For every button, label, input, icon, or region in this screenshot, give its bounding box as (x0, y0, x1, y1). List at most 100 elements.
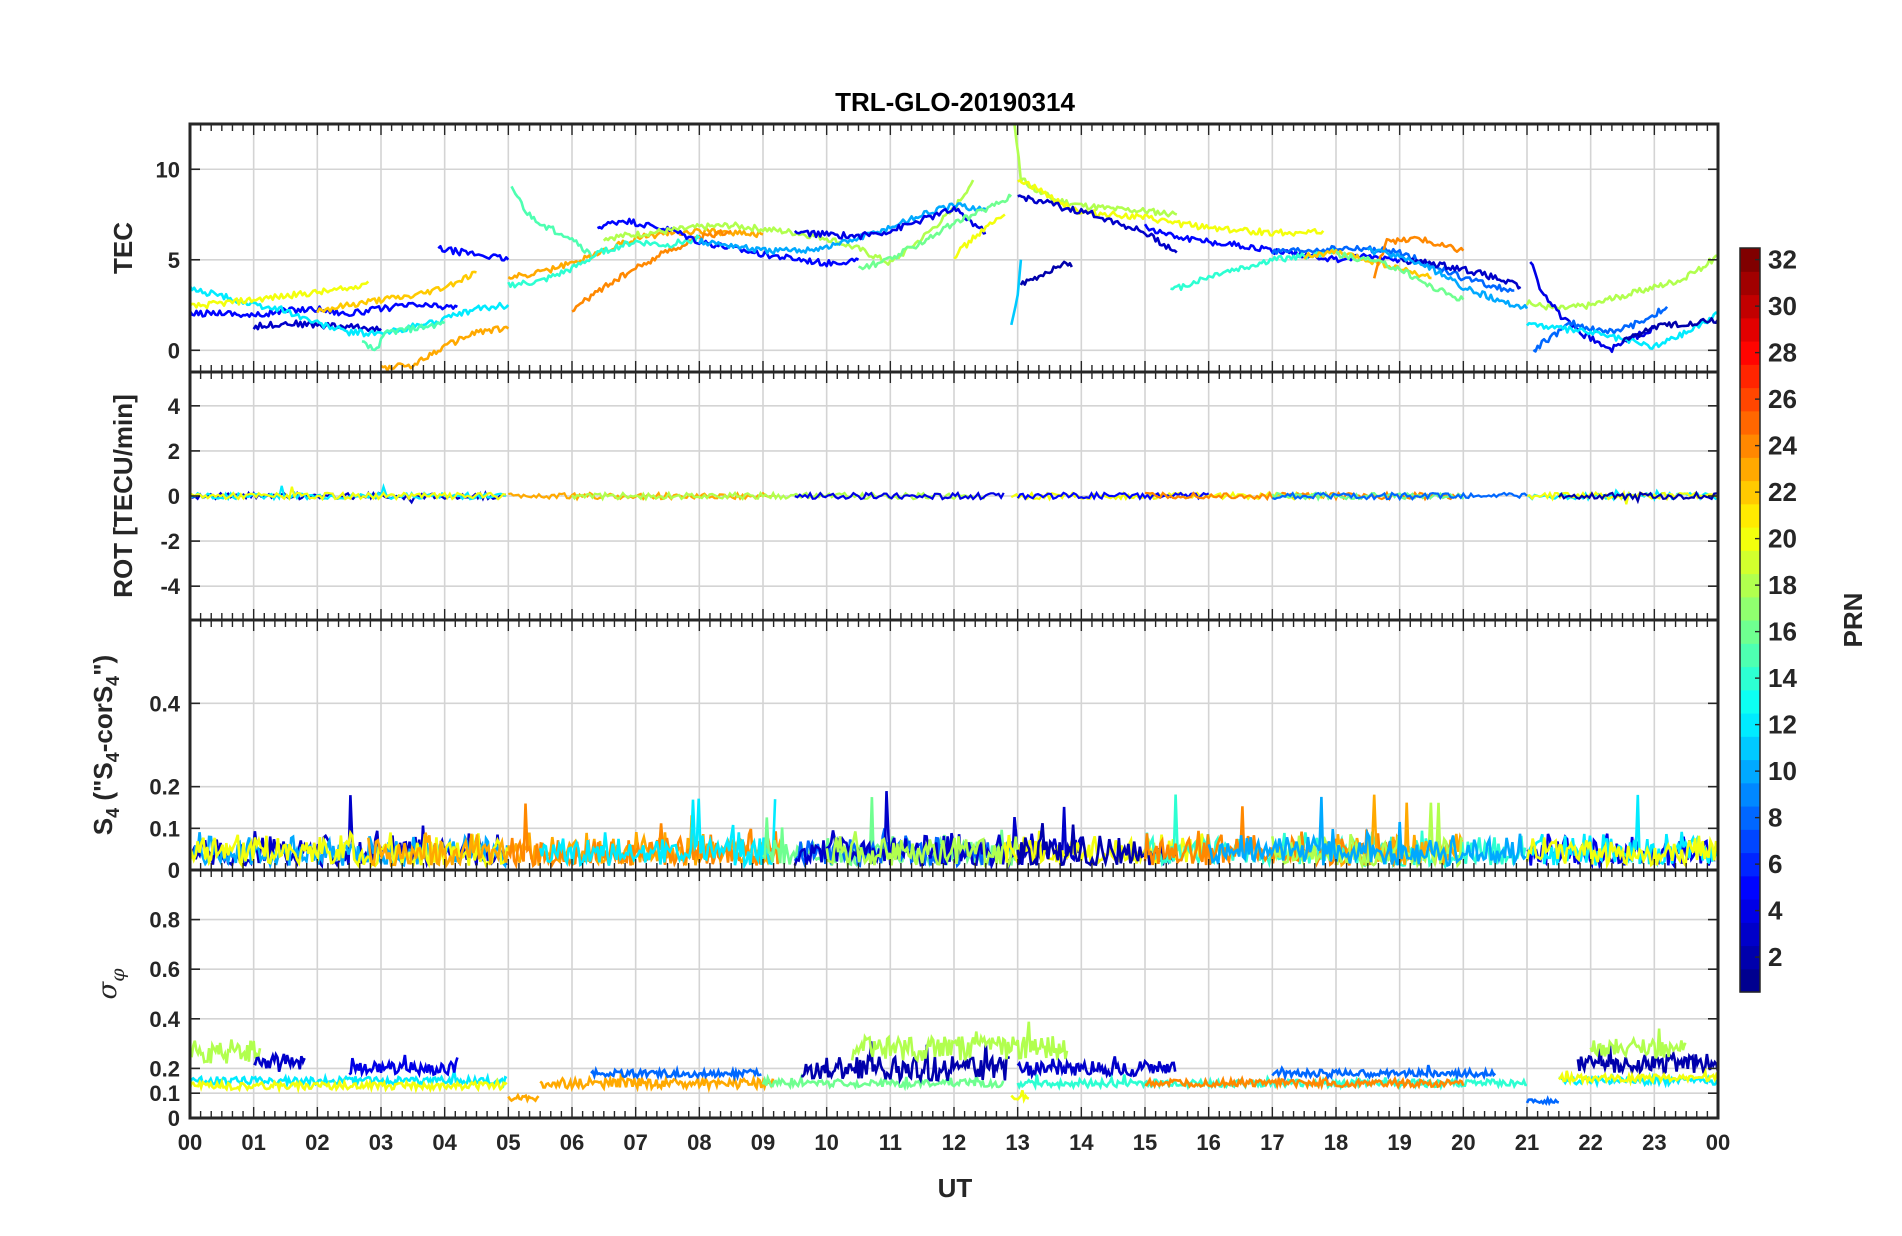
x-tick-label: 01 (241, 1130, 265, 1155)
tec-series-prn-10 (698, 202, 987, 255)
colorbar-tick-label: 28 (1768, 338, 1797, 368)
y-tick-label: 0.8 (149, 908, 180, 933)
rot-series-prn-2 (1557, 490, 1717, 505)
sigma-series-prn-3 (253, 1051, 306, 1072)
colorbar-tick-label: 22 (1768, 477, 1797, 507)
sigma-series-prn-18 (1589, 1028, 1687, 1059)
colorbar-tick-label: 8 (1768, 803, 1782, 833)
s4-series-prn-20 (190, 829, 509, 869)
tec-series-prn-2 (1621, 317, 1718, 343)
tec-series-prn-11 (1010, 259, 1023, 326)
tec-series-prn-23 (380, 325, 510, 372)
colorbar-tick-label: 6 (1768, 849, 1782, 879)
y-tick-label: 0.1 (149, 816, 180, 841)
colorbar-swatch (1740, 387, 1760, 412)
tec-series-prn-24 (571, 229, 732, 313)
tec-series-prn-3 (1399, 257, 1522, 290)
s4-series-prn-12 (538, 798, 777, 870)
colorbar-swatch (1740, 271, 1760, 296)
tec-series-prn-22 (1303, 248, 1432, 280)
colorbar-tick-label: 2 (1768, 942, 1782, 972)
colorbar-swatch (1740, 875, 1760, 900)
x-tick-label: 03 (369, 1130, 393, 1155)
colorbar-swatch (1740, 573, 1760, 598)
rot-series-prn-4 (794, 491, 1005, 501)
sigma-series-prn-16 (761, 1072, 1005, 1092)
sigma-series-prn-23 (507, 1092, 540, 1104)
x-tick-label: 18 (1324, 1130, 1348, 1155)
tec-series-prn-20 (190, 280, 370, 310)
sigma-series-prn-24 (1144, 1073, 1465, 1091)
tec-series-prn-20 (953, 213, 1006, 260)
tec-series-prn-16 (858, 193, 1013, 271)
tec-series-prn-2 (1019, 260, 1073, 286)
x-tick-label: 16 (1196, 1130, 1220, 1155)
rot-series-prn-24 (1144, 490, 1464, 502)
y-tick-label: 0 (168, 1106, 180, 1131)
sigma-series-prn-4 (348, 1054, 459, 1079)
colorbar-swatch (1740, 713, 1760, 737)
colorbar-swatch (1740, 550, 1760, 575)
tec-series-prn-18 (1525, 254, 1718, 311)
colorbar-swatch (1740, 596, 1760, 621)
rot-series-prn-18 (571, 490, 986, 502)
colorbar-swatch (1740, 248, 1760, 272)
y-tick-label: 0.2 (149, 1056, 180, 1081)
panel-frame (188, 868, 1720, 1120)
panel-data (190, 791, 1718, 870)
colorbar-tick-label: 12 (1768, 710, 1797, 740)
y-tick-label: 0.4 (149, 1007, 180, 1032)
x-tick-label: 02 (305, 1130, 329, 1155)
colorbar-swatch (1740, 689, 1760, 714)
s4-series-prn-20 (1525, 835, 1718, 870)
x-tick-label: 22 (1578, 1130, 1602, 1155)
sigma-series-prn-2 (801, 1041, 1010, 1085)
colorbar-swatch (1740, 736, 1760, 761)
colorbar-tick-label: 4 (1768, 896, 1783, 926)
y-tick-label: 10 (156, 157, 180, 182)
x-tick-label: 19 (1387, 1130, 1411, 1155)
colorbar-swatch (1740, 503, 1760, 528)
colorbar-tick-label: 14 (1768, 663, 1797, 693)
x-tick-label: 08 (687, 1130, 711, 1155)
sigma-series-prn-20 (1557, 1067, 1718, 1087)
colorbar-swatch (1740, 852, 1760, 877)
sigma-series-prn-18 (190, 1039, 262, 1064)
tec-series-prn-18 (1013, 124, 1178, 218)
rot-series-prn-5 (1016, 490, 1210, 501)
colorbar-tick-label: 26 (1768, 384, 1797, 414)
y-axis-label: TEC (108, 222, 138, 274)
colorbar-swatch (1740, 364, 1760, 389)
rot-series-prn-8 (1271, 491, 1528, 502)
colorbar-tick-label: 30 (1768, 291, 1797, 321)
tec-series-prn-14 (507, 234, 701, 289)
colorbar-swatch (1740, 317, 1760, 342)
sigma-series-prn-20 (190, 1077, 508, 1094)
s4-series-prn-10 (1207, 796, 1527, 868)
x-tick-label: 23 (1642, 1130, 1666, 1155)
x-tick-label: 07 (623, 1130, 647, 1155)
colorbar-swatch (1740, 806, 1760, 830)
x-tick-label: 21 (1515, 1130, 1539, 1155)
colorbar-swatch (1740, 341, 1760, 365)
y-tick-label: 4 (168, 394, 181, 419)
x-tick-label: 10 (814, 1130, 838, 1155)
panel-rot: -4 -2 0 2 4 ROT [TECU/min] (108, 370, 1720, 622)
colorbar-swatch (1740, 620, 1760, 644)
panel-s4: 0 0.1 0.2 0.4 S4 ("S4-corS4") (88, 618, 1720, 883)
colorbar-swatch (1740, 410, 1760, 435)
x-tick-label: 06 (560, 1130, 584, 1155)
x-tick-label: 00 (178, 1130, 202, 1155)
rot-series-prn-16 (1271, 491, 1465, 502)
x-tick-label: 13 (1005, 1130, 1029, 1155)
sigma-series-prn-8 (1271, 1064, 1497, 1082)
tec-series-prn-4 (793, 206, 987, 241)
y-tick-label: 0.6 (149, 957, 180, 982)
tec-series-prn-15 (361, 320, 446, 352)
x-tick-label: 09 (751, 1130, 775, 1155)
tec-series-prn-4 (1529, 261, 1656, 354)
colorbar-swatch (1740, 759, 1760, 784)
y-tick-label: 0.1 (149, 1081, 180, 1106)
tec-series-prn-24 (1372, 235, 1465, 279)
tec-series-prn-22 (316, 270, 477, 314)
